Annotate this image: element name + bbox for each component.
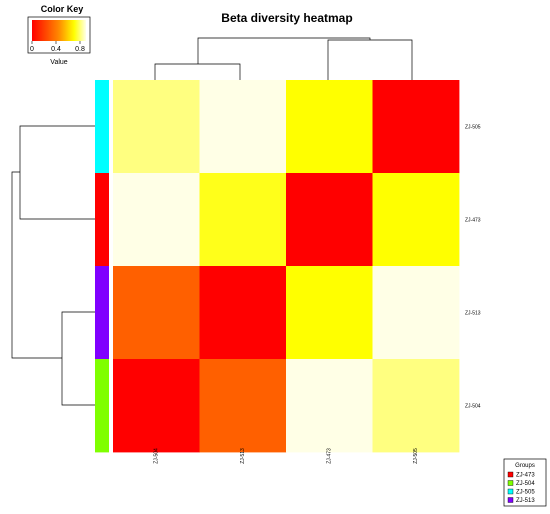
row-dendrogram <box>11 125 95 406</box>
groups-legend: Groups ZJ-473 ZJ-504 ZJ-505 ZJ-513 <box>503 458 547 507</box>
column-label: ZJ-513 <box>240 448 246 464</box>
legend-label: ZJ-513 <box>516 498 535 504</box>
heatmap-cell <box>286 359 373 453</box>
column-label: ZJ-504 <box>154 448 160 464</box>
legend-label: ZJ-505 <box>516 490 535 496</box>
heatmap-cell <box>372 80 460 174</box>
heatmap-cell <box>199 80 287 174</box>
row-label: ZJ-513 <box>465 311 481 317</box>
heatmap-cell <box>113 80 200 174</box>
row-group-color-cell <box>95 266 109 360</box>
column-labels: ZJ-504 ZJ-513 ZJ-473 ZJ-505 <box>154 448 420 464</box>
color-key-title: Color Key <box>41 4 84 14</box>
legend-label: ZJ-473 <box>516 473 535 479</box>
heatmap-cell <box>113 173 200 267</box>
heatmap-cell <box>199 266 287 360</box>
row-label: ZJ-505 <box>465 125 481 131</box>
groups-legend-title: Groups <box>515 463 535 469</box>
chart-title: Beta diversity heatmap <box>221 11 352 25</box>
legend-swatch <box>507 471 514 478</box>
color-key-border <box>27 16 91 54</box>
heatmap-cell <box>286 80 373 174</box>
row-group-color-cell <box>95 173 109 267</box>
color-key-tick-label: 0.4 <box>51 46 61 53</box>
legend-swatch <box>507 497 514 503</box>
row-label: ZJ-473 <box>465 218 481 224</box>
column-label: ZJ-505 <box>413 448 419 464</box>
legend-label: ZJ-504 <box>516 481 535 487</box>
heatmap-cell <box>113 266 200 360</box>
heatmap-cell <box>372 359 460 453</box>
legend-swatch <box>507 488 514 495</box>
row-labels: ZJ-505 ZJ-473 ZJ-513 ZJ-504 <box>465 125 481 410</box>
heatmap-cell <box>199 359 287 453</box>
heatmap-cell <box>286 173 373 267</box>
color-key: Color Key 0 0.4 0.8 Value <box>27 4 91 66</box>
column-label: ZJ-473 <box>327 448 333 464</box>
column-dendrogram <box>154 37 413 80</box>
heatmap-cell <box>286 266 373 360</box>
heatmap-cell <box>372 266 460 360</box>
color-key-value-label: Value <box>50 59 67 66</box>
row-group-color-cell <box>95 359 109 453</box>
heatmap-cell <box>199 173 287 267</box>
row-label: ZJ-504 <box>465 404 481 410</box>
heatmap-cell <box>372 173 460 267</box>
row-group-color-bar <box>95 80 109 453</box>
heatmap-cells <box>113 80 460 453</box>
color-key-gradient <box>32 20 86 41</box>
legend-swatch <box>507 480 514 486</box>
heatmap-cell <box>113 359 200 453</box>
row-group-color-cell <box>95 80 109 174</box>
color-key-tick-label: 0.8 <box>75 46 85 53</box>
color-key-tick-label: 0 <box>30 46 34 53</box>
